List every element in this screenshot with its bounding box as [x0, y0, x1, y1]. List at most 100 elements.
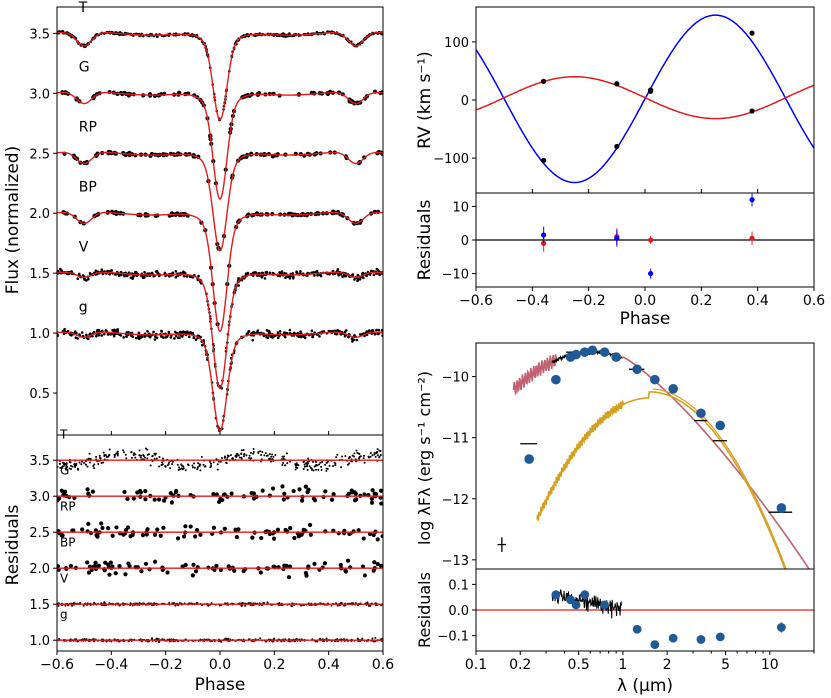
- lcr-point: [259, 450, 262, 453]
- lcr-series-V: [57, 601, 383, 608]
- lc-data-point: [362, 276, 365, 280]
- x-tick-label: −0.4: [515, 293, 549, 309]
- lcr-point: [180, 467, 183, 470]
- lc-data-point: [57, 269, 60, 273]
- lcr-point: [102, 461, 105, 464]
- lcr-point: [355, 449, 358, 452]
- lcr-point: [131, 496, 136, 501]
- lcr-point: [307, 522, 313, 528]
- lcr-point: [140, 533, 146, 538]
- lcr-point: [292, 535, 297, 541]
- lcr-point: [379, 501, 383, 506]
- lc-data-point: [182, 274, 186, 278]
- lc-data-point: [336, 329, 340, 332]
- y-tick-label: 1.0: [29, 634, 50, 649]
- lcr-point: [98, 456, 101, 459]
- rv-model-curve: [476, 14, 814, 184]
- lcr-point: [175, 536, 181, 541]
- lc-series-label: V: [79, 240, 89, 256]
- lcr-point: [122, 489, 127, 494]
- lcr-point: [113, 571, 118, 576]
- rv-resid-point: [749, 235, 755, 241]
- lcr-point: [66, 468, 69, 471]
- rv-data-point: [614, 81, 620, 87]
- lcr-point: [123, 528, 129, 533]
- lcr-point: [183, 524, 188, 529]
- lcr-point: [260, 453, 263, 456]
- lcr-point: [161, 463, 164, 466]
- lcr-point: [96, 563, 102, 568]
- lcr-point: [275, 527, 281, 532]
- lcr-point: [57, 564, 61, 569]
- lc-data-point: [296, 331, 300, 335]
- lc-data-point: [380, 328, 383, 332]
- lcr-point: [346, 463, 349, 466]
- lc-data-point: [276, 331, 280, 334]
- lcr-point: [249, 451, 252, 454]
- lcr-point: [329, 497, 335, 502]
- lcr-point: [340, 466, 343, 469]
- lcr-point: [267, 531, 272, 537]
- lcr-point: [232, 568, 237, 573]
- lcr-point: [88, 452, 91, 455]
- sed-photometry-point: [551, 374, 561, 385]
- lcr-point: [104, 454, 107, 457]
- rv-data-point: [541, 157, 547, 164]
- lcr-point: [334, 464, 337, 467]
- lcr-point: [198, 464, 201, 467]
- lcr-point: [234, 535, 240, 540]
- y-tick-label: −13: [442, 554, 469, 569]
- lcr-point: [144, 447, 147, 450]
- lcr-point: [93, 560, 98, 566]
- lcr-point: [238, 456, 241, 459]
- lcr-point: [152, 497, 157, 502]
- lcr-point: [320, 465, 323, 468]
- lcr-point: [73, 463, 76, 466]
- lc-data-point: [127, 330, 130, 334]
- lcr-point: [286, 462, 289, 465]
- rv-resid-point: [648, 270, 654, 277]
- lcr-point: [78, 461, 81, 464]
- lcr-point: [217, 460, 220, 463]
- lcr-point: [210, 464, 213, 467]
- lcr-point: [306, 468, 309, 471]
- lcr-point: [117, 564, 122, 569]
- lc-data-point: [253, 34, 257, 38]
- y-tick-label: 3.0: [29, 490, 50, 505]
- lcr-point: [68, 467, 71, 470]
- y-tick-label: 2.0: [29, 562, 50, 577]
- sed-plot-area: [497, 345, 811, 569]
- lc-data-point: [176, 336, 180, 339]
- sedr-point: [696, 635, 706, 644]
- lcr-point: [147, 453, 150, 456]
- lcr-point: [343, 568, 348, 573]
- lcr-point: [272, 455, 275, 458]
- lcr-point: [311, 460, 314, 463]
- lcr-point: [191, 466, 194, 469]
- lcr-point: [223, 456, 226, 459]
- x-tick-label: 0.2: [509, 657, 531, 673]
- lcr-point: [161, 457, 164, 460]
- lcr-point: [243, 452, 246, 455]
- lcr-point: [378, 488, 383, 493]
- sed-total-model: [512, 351, 811, 569]
- y-tick-label: 100: [444, 36, 469, 51]
- lc-data-point: [123, 274, 126, 278]
- lcr-point: [346, 491, 351, 496]
- lcr-point: [312, 561, 317, 566]
- lcr-point: [375, 562, 380, 567]
- x-tick-label: 0.2: [690, 293, 712, 309]
- sedr-point: [715, 632, 725, 642]
- lcr-point: [242, 455, 245, 458]
- lcr-point: [362, 573, 368, 578]
- lcr-point: [321, 461, 324, 464]
- lcr-point: [317, 468, 320, 471]
- lcr-point: [98, 454, 101, 457]
- lcr-point: [130, 456, 133, 459]
- lcr-point: [250, 457, 253, 460]
- lc-data-point: [322, 330, 326, 333]
- lc-series-label: BP: [79, 180, 97, 196]
- sed-photometry-point: [632, 364, 642, 375]
- lcr-point: [134, 456, 137, 459]
- lcr-point: [102, 568, 107, 573]
